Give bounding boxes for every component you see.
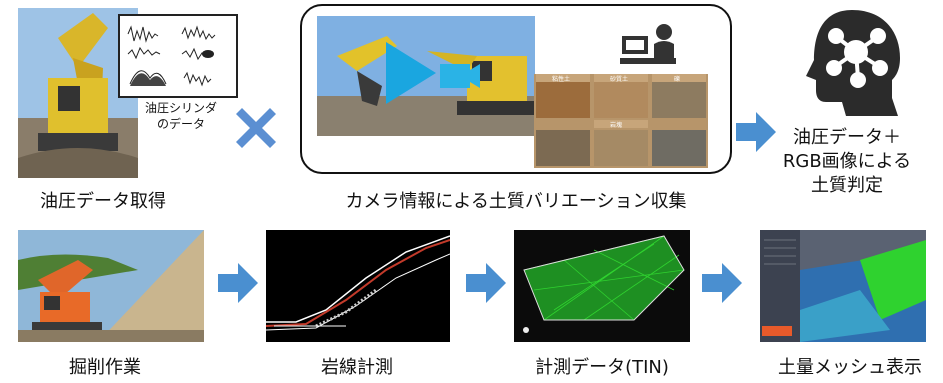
caption-volume-mesh: 土量メッシュ表示 [778,357,922,378]
soil-label-4: 岩塊 [610,122,623,129]
hydraulic-signal-panel [118,14,238,98]
caption-rock-line: 岩線計測 [321,357,393,378]
volume-mesh-display-image [760,230,926,342]
waveform-graphic [127,25,216,87]
cross-icon [236,108,276,148]
caption-excavation: 掘削作業 [69,357,141,378]
flow-arrow-2 [466,263,506,303]
flow-arrow-top [736,112,776,152]
signal-label: 油圧シリンダ のデータ [138,100,224,132]
flow-arrow-3 [702,263,742,303]
tin-data-image [514,230,690,342]
caption-tin-data: 計測データ(TIN) [535,357,669,378]
judgement-line3: 土質判定 [811,175,883,196]
flow-arrow-1 [218,263,258,303]
excavation-work-photo [18,230,204,342]
soil-label-3: 礫 [674,76,681,83]
play-arrow-icon [386,42,436,104]
judgement-text: 油圧データ＋ RGB画像による 土質判定 [752,126,942,198]
operator-computer-icon [620,22,676,68]
signal-label-line2: のデータ [156,117,205,131]
camera-icon [440,58,480,94]
soil-label-1: 粘性土 [552,76,571,83]
rock-line-measurement-image [266,230,450,342]
camera-excavator-photo [317,16,535,136]
judgement-line1: 油圧データ＋ [793,127,901,148]
signal-label-line1: 油圧シリンダ [144,101,217,115]
judgement-line2: RGB画像による [782,151,912,172]
soil-variation-grid: 粘性土 砂質土 礫 岩塊 [534,74,708,168]
caption-camera-collection: カメラ情報による土質バリエーション収集 [345,191,687,212]
soil-label-2: 砂質土 [610,76,629,83]
ai-brain-head-icon [796,8,908,118]
camera-collection-box [300,4,732,174]
caption-hydraulic-acquisition: 油圧データ取得 [40,191,166,212]
